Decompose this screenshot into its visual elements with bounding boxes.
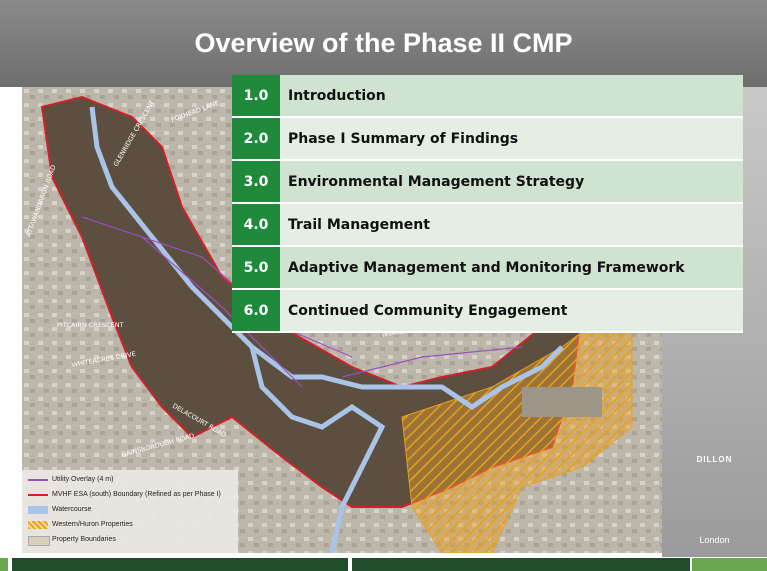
parking-lot [522, 387, 602, 417]
slide-title: Overview of the Phase II CMP [0, 28, 767, 59]
footer-bar [352, 558, 690, 571]
section-title: Trail Management [280, 203, 743, 246]
legend-swatch [28, 506, 48, 514]
header-band: Overview of the Phase II CMP [0, 0, 767, 87]
section-title: Environmental Management Strategy [280, 160, 743, 203]
legend-label: Watercourse [52, 506, 91, 513]
slide: Overview of the Phase II CMP ATTAWANDARO… [0, 0, 767, 571]
footer-bar [12, 558, 348, 571]
section-title: Adaptive Management and Monitoring Frame… [280, 246, 743, 289]
legend-swatch [28, 479, 48, 481]
section-number: 1.0 [232, 75, 280, 117]
section-title: Continued Community Engagement [280, 289, 743, 332]
footer-bar [692, 558, 767, 571]
footer-bar [0, 558, 8, 571]
london-logo: London [662, 535, 767, 545]
section-number: 2.0 [232, 117, 280, 160]
legend-swatch [28, 536, 50, 546]
dillon-logo: DILLON [662, 455, 767, 464]
legend-label: MVHF ESA (south) Boundary (Refined as pe… [52, 491, 221, 498]
legend-swatch [28, 494, 48, 496]
legend-label: Property Boundaries [52, 536, 116, 543]
section-title: Phase I Summary of Findings [280, 117, 743, 160]
section-number: 6.0 [232, 289, 280, 332]
section-title: Introduction [280, 75, 743, 117]
section-number: 5.0 [232, 246, 280, 289]
section-number: 4.0 [232, 203, 280, 246]
legend-label: Utility Overlay (4 m) [52, 476, 113, 483]
street-label: PITCAIRN CRESCENT [57, 321, 124, 329]
legend-label: Western/Huron Properties [52, 521, 133, 528]
section-number: 3.0 [232, 160, 280, 203]
legend-swatch [28, 521, 48, 529]
map-legend: Utility Overlay (4 m) MVHF ESA (south) Bo… [22, 470, 238, 553]
